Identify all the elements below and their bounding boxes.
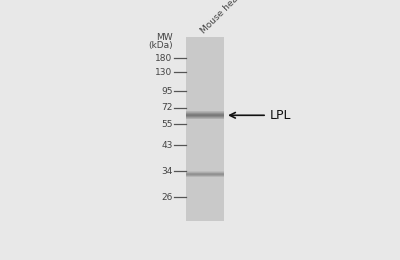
Text: 72: 72 — [161, 103, 172, 112]
Text: Mouse heart: Mouse heart — [199, 0, 245, 35]
Text: LPL: LPL — [270, 109, 292, 122]
Text: 130: 130 — [155, 68, 172, 77]
Text: 43: 43 — [161, 141, 172, 150]
Text: 95: 95 — [161, 87, 172, 96]
Text: 180: 180 — [155, 54, 172, 63]
Text: 55: 55 — [161, 120, 172, 129]
Text: 34: 34 — [161, 167, 172, 176]
Text: 26: 26 — [161, 193, 172, 202]
Text: (kDa): (kDa) — [148, 41, 172, 50]
Bar — [186, 37, 224, 222]
Text: MW: MW — [156, 33, 172, 42]
